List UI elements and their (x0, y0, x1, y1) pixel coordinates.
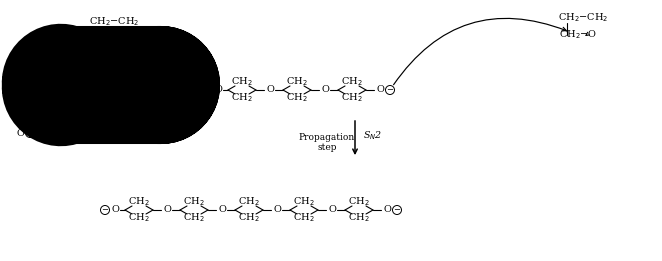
Text: CH$_2$−O: CH$_2$−O (90, 33, 128, 45)
Text: −: − (75, 80, 83, 87)
Text: −: − (205, 86, 211, 94)
Text: −: − (393, 206, 401, 215)
Text: Propagation: Propagation (135, 91, 191, 99)
Text: O: O (321, 86, 329, 94)
Text: CH$_2$: CH$_2$ (9, 91, 31, 103)
Text: CH$_2$: CH$_2$ (231, 76, 253, 88)
Text: CH$_2$: CH$_2$ (9, 109, 31, 121)
Text: CH$_2$: CH$_2$ (231, 92, 253, 104)
Text: S$_N$2: S$_N$2 (363, 130, 383, 142)
Text: O: O (383, 205, 391, 215)
Text: CH$_2$−CH$_2$: CH$_2$−CH$_2$ (558, 11, 608, 24)
Text: CH$_2$: CH$_2$ (183, 212, 205, 224)
Text: −: − (387, 86, 393, 94)
Text: step: step (317, 144, 337, 152)
Text: CH$_2$−CH$_2$: CH$_2$−CH$_2$ (89, 16, 139, 28)
Text: CH$_2$: CH$_2$ (341, 76, 363, 88)
Text: O: O (16, 128, 24, 138)
Text: CH$_2$: CH$_2$ (348, 212, 370, 224)
Text: O: O (328, 205, 336, 215)
Text: Propagation: Propagation (299, 133, 355, 143)
Text: O: O (163, 205, 171, 215)
Text: O: O (214, 86, 222, 94)
Text: CH$_2$: CH$_2$ (128, 212, 150, 224)
Text: CH$_2$−O: CH$_2$−O (559, 29, 597, 41)
Text: CH$_2$: CH$_2$ (32, 76, 54, 90)
Text: O: O (273, 205, 281, 215)
Text: O: O (266, 86, 274, 94)
Text: CH$_2$: CH$_2$ (293, 212, 315, 224)
Text: −: − (101, 206, 109, 215)
Text: O: O (218, 205, 226, 215)
Text: step: step (153, 100, 173, 110)
Text: O: O (111, 205, 119, 215)
Text: CH$_2$: CH$_2$ (238, 212, 260, 224)
Text: CH$_2$: CH$_2$ (341, 92, 363, 104)
Text: CH$_2$: CH$_2$ (286, 76, 308, 88)
Text: CH$_2$: CH$_2$ (183, 195, 205, 208)
Text: CH$_2$: CH$_2$ (238, 195, 260, 208)
Text: O: O (376, 86, 384, 94)
Text: CH$_2$: CH$_2$ (128, 195, 150, 208)
Text: S$_N$2: S$_N$2 (158, 69, 177, 81)
Text: O: O (63, 79, 71, 87)
Text: CH$_2$: CH$_2$ (286, 92, 308, 104)
Text: CH$_2$: CH$_2$ (293, 195, 315, 208)
Text: −: − (26, 129, 34, 138)
Text: CH$_2$: CH$_2$ (348, 195, 370, 208)
